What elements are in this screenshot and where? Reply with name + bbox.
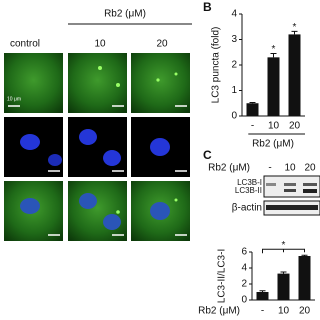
error-bar xyxy=(270,53,277,58)
x-axis-label: Rb2 (μM) xyxy=(198,306,240,317)
panel-label: B xyxy=(203,0,212,14)
scale-bar-label: 10 μm xyxy=(7,96,21,102)
error-bar xyxy=(259,290,266,292)
merge-row xyxy=(4,181,190,241)
error-bar xyxy=(280,271,287,274)
x-tick-label: 20 xyxy=(289,121,301,132)
x-tick-label: 20 xyxy=(299,306,311,317)
dapi-row xyxy=(4,117,190,177)
lane-label: 20 xyxy=(304,163,316,174)
bar xyxy=(277,273,290,300)
y-tick-label: 6 xyxy=(241,247,247,258)
significance: * xyxy=(272,44,276,55)
band-label: LC3B-I xyxy=(237,178,262,187)
y-tick-label: 2 xyxy=(231,60,237,71)
significance: * xyxy=(293,22,297,33)
y-tick-label: 0 xyxy=(231,111,237,122)
lane-label: - xyxy=(268,163,271,174)
column-label: control xyxy=(10,39,40,50)
column-label: 20 xyxy=(156,39,168,50)
significance-bracket xyxy=(262,248,305,254)
group-label: Rb2 (μM) xyxy=(104,9,146,20)
blot xyxy=(263,175,320,216)
panel-label: C xyxy=(203,148,212,162)
y-tick-label: 4 xyxy=(241,263,247,274)
x-tick-label: - xyxy=(261,306,264,317)
error-bar xyxy=(291,30,298,35)
lane-label: 10 xyxy=(284,163,296,174)
bar xyxy=(267,57,280,116)
y-axis-label: LC3-II/LC3-I xyxy=(217,249,228,303)
column-label: 10 xyxy=(94,39,106,50)
y-tick-label: 1 xyxy=(231,85,237,96)
y-tick-label: 4 xyxy=(231,9,237,20)
x-axis-label: Rb2 (μM) xyxy=(252,139,294,150)
x-tick-label: 10 xyxy=(268,121,280,132)
gfp-row xyxy=(4,53,190,113)
bar xyxy=(256,292,269,300)
x-tick-label: 10 xyxy=(278,306,290,317)
y-tick-label: 0 xyxy=(241,295,247,306)
x-tick-label: - xyxy=(251,121,254,132)
bar xyxy=(288,34,301,116)
error-bar xyxy=(301,254,308,256)
error-bar xyxy=(249,101,256,104)
significance: * xyxy=(282,240,286,251)
bar xyxy=(298,256,311,300)
band-label: β-actin xyxy=(232,203,262,214)
treatment-label: Rb2 (μM) xyxy=(208,163,250,174)
y-tick-label: 2 xyxy=(241,279,247,290)
y-axis-label: LC3 puncta (fold) xyxy=(211,27,222,104)
y-tick-label: 3 xyxy=(231,34,237,45)
bar xyxy=(246,103,259,116)
band-label: LC3B-II xyxy=(235,186,262,195)
